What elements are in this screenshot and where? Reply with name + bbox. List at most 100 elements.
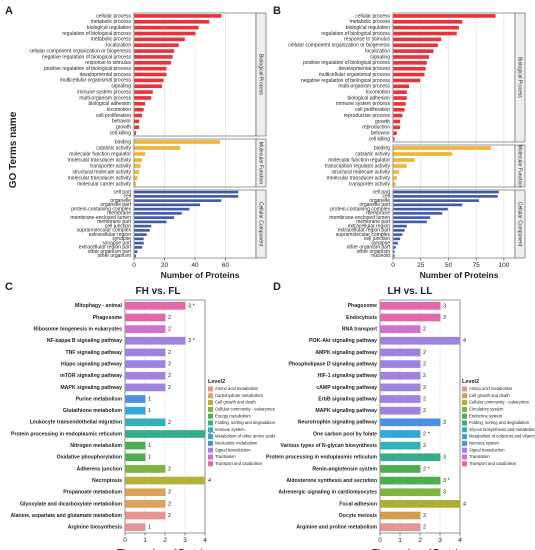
legend-title: Level2 <box>462 379 479 385</box>
bar-value-label: 2 * <box>423 431 431 437</box>
legend-swatch <box>462 413 467 419</box>
bar <box>393 158 415 162</box>
legend-label: Cellular community - eukaryotes <box>215 407 275 412</box>
legend-label: Immune system <box>215 427 245 432</box>
bar-value-label: 1 <box>148 396 151 402</box>
term-label: protein-containing complex <box>330 206 390 212</box>
bar-value-label: 2 <box>168 315 171 321</box>
bar <box>134 182 137 186</box>
term-label: extracellular region part <box>79 245 132 251</box>
bar <box>134 220 167 224</box>
bar <box>393 212 443 215</box>
term-label: cell <box>123 194 131 200</box>
term-label: binding <box>374 145 390 151</box>
bar <box>134 84 162 89</box>
term-label: transporter activity <box>90 163 131 169</box>
term-label: Arginine biosynthesis <box>68 525 122 531</box>
bar <box>380 383 421 392</box>
bar <box>134 107 144 112</box>
term-label: organelle <box>110 198 131 204</box>
bar <box>125 523 146 532</box>
bar-value-label: 3 <box>443 315 446 321</box>
bar <box>134 233 147 236</box>
legend-label: Transport and catabolism <box>215 461 263 466</box>
bar-value-label: 1 <box>148 525 151 531</box>
term-label: catalytic activity <box>96 145 131 151</box>
bar <box>134 216 175 219</box>
legend-label: Amino acid metabolism <box>469 386 513 391</box>
term-label: protein-containing complex <box>71 206 131 212</box>
term-label: organelle <box>369 198 390 204</box>
bar <box>393 170 400 174</box>
term-label: Focal adhesion <box>339 501 377 507</box>
bar <box>393 78 421 83</box>
bar <box>134 224 152 228</box>
bar <box>393 241 398 245</box>
legend-swatch <box>208 434 213 440</box>
term-label: Phagosome <box>348 303 378 309</box>
term-label: membrane-enclosed lumen <box>70 215 131 221</box>
term-label: Propanoate metabolism <box>63 490 122 496</box>
term-label: growth <box>116 125 131 131</box>
panel-letter-a: A <box>5 5 13 17</box>
term-label: biological adhesion <box>88 101 131 107</box>
bar-value-label: 4 <box>208 478 211 484</box>
term-label: cell <box>382 194 390 200</box>
term-label: Endocytosis <box>346 315 377 321</box>
bar <box>393 61 427 65</box>
bar-value-label: 2 <box>168 350 171 356</box>
bar <box>125 301 186 310</box>
bar <box>380 418 441 427</box>
legend-label: Folding, sorting and degradation <box>469 420 530 425</box>
term-label: growth <box>375 119 390 125</box>
term-label: other organism part <box>347 245 391 251</box>
group-strip-label: Cellular Component <box>517 202 523 247</box>
group-strip-label: Cellular Component <box>258 202 264 247</box>
bar <box>125 465 166 473</box>
bar <box>125 418 166 427</box>
panel-d-chart: LH vs. LL 3 Phagosome 3 Endocytosis 2 RNA tran… <box>266 286 535 550</box>
term-label: synapse <box>112 236 131 242</box>
group-strip <box>255 138 267 188</box>
legend-swatch <box>208 406 213 412</box>
term-label: metabolic process <box>91 19 132 25</box>
term-label: cell killing <box>110 130 132 136</box>
term-label: regulation of biological process <box>321 31 390 37</box>
term-label: NF-kappa B signaling pathway <box>47 338 122 344</box>
term-label: biological regulation <box>346 25 390 31</box>
bar <box>134 43 179 48</box>
bar <box>393 96 407 100</box>
x-tick-label: 25 <box>417 262 425 269</box>
term-label: membrane-enclosed lumen <box>329 215 390 221</box>
legend-label: Circulatory system <box>469 407 504 412</box>
term-label: supramolecular complex <box>77 228 132 234</box>
group-strip-label: Biological Process <box>258 54 264 95</box>
bar <box>393 207 448 211</box>
group-strip <box>514 144 526 188</box>
term-label: HIF-1 signaling pathway <box>318 373 377 379</box>
term-label: multi-organism process <box>79 95 131 101</box>
term-label: developmental process <box>339 66 391 72</box>
term-label: response to stimulus <box>85 60 131 66</box>
legend-swatch <box>462 461 467 467</box>
term-label: One carbon pool by folate <box>313 431 377 437</box>
legend-swatch <box>208 400 213 406</box>
term-label: MAPK signaling pathway <box>60 385 122 391</box>
term-label: ErbB signaling pathway <box>318 396 377 402</box>
bar <box>134 60 172 65</box>
bar <box>125 360 166 368</box>
bar <box>134 101 146 106</box>
term-label: localization <box>106 43 131 49</box>
bar <box>393 233 403 236</box>
bar-value-label: 2 <box>168 466 171 472</box>
term-label: multicellular organismal process <box>319 72 391 78</box>
term-label: cell proliferation <box>355 107 390 113</box>
legend-label: Metabolism of other amino acids <box>215 434 275 439</box>
term-label: molecular transducer activity <box>68 157 132 163</box>
legend-swatch <box>208 393 213 399</box>
term-label: Adherens junction <box>76 466 122 472</box>
term-label: biological regulation <box>87 25 131 31</box>
bar <box>134 241 144 245</box>
term-label: supramolecular complex <box>336 232 391 238</box>
